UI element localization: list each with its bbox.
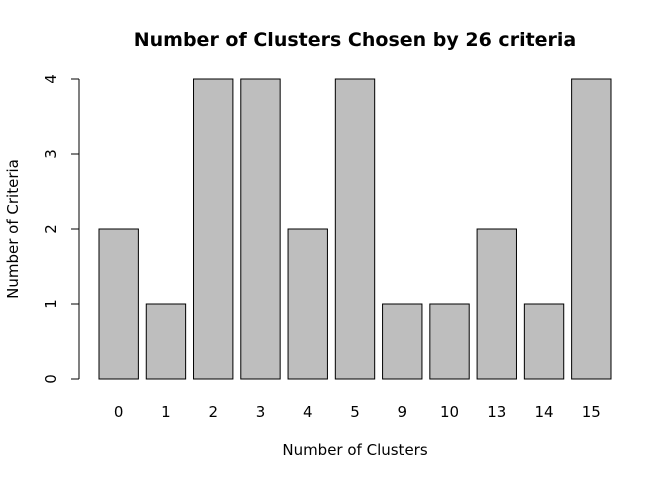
y-tick-label: 3 <box>42 149 60 159</box>
x-axis-label: Number of Clusters <box>282 441 427 459</box>
bar-13 <box>476 228 517 380</box>
bar-1 <box>145 303 187 380</box>
bar-5 <box>334 78 376 380</box>
x-tick-label: 0 <box>114 403 124 421</box>
chart-title: Number of Clusters Chosen by 26 criteria <box>134 29 577 51</box>
bar-15 <box>571 78 612 380</box>
x-tick-label: 14 <box>535 403 554 421</box>
bars-group <box>98 78 612 380</box>
x-tick-label: 5 <box>350 403 360 421</box>
bar-2 <box>193 78 234 380</box>
bar-0 <box>98 228 139 380</box>
x-tick-label: 4 <box>303 403 313 421</box>
bar-9 <box>382 303 423 380</box>
y-tick-label: 1 <box>42 299 60 309</box>
x-tick-label: 9 <box>397 403 407 421</box>
bar-3 <box>240 78 281 380</box>
x-tick-labels: 0 1 2 3 4 5 9 10 13 14 15 <box>114 403 601 421</box>
bar-14 <box>523 303 565 380</box>
y-axis: 0 1 2 3 4 <box>42 74 80 384</box>
x-tick-label: 2 <box>208 403 218 421</box>
x-tick-label: 13 <box>487 403 506 421</box>
x-tick-label: 10 <box>440 403 459 421</box>
y-tick-label: 4 <box>42 74 60 84</box>
y-tick-label: 2 <box>42 224 60 234</box>
bar-10 <box>429 303 470 380</box>
y-axis-label: Number of Criteria <box>4 159 22 299</box>
x-tick-label: 3 <box>256 403 266 421</box>
bar-4 <box>287 228 328 380</box>
x-tick-label: 15 <box>582 403 601 421</box>
x-tick-label: 1 <box>161 403 171 421</box>
y-tick-label: 0 <box>42 374 60 384</box>
